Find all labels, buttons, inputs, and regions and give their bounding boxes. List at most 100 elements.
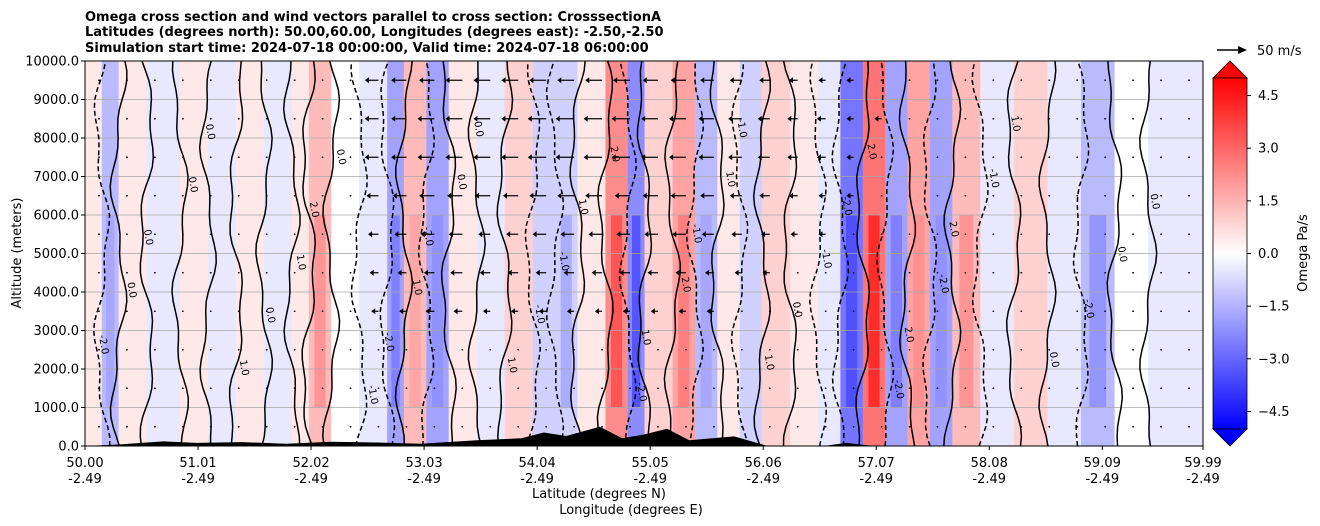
wind-vector — [1048, 271, 1051, 274]
wind-vector — [1048, 425, 1051, 428]
wind-vector-head — [705, 269, 710, 276]
wind-vector-head — [698, 154, 703, 161]
contour-line — [282, 61, 301, 446]
chart-title-line-2: Latitudes (degrees north): 50.00,60.00, … — [85, 25, 664, 40]
wind-vector — [265, 387, 268, 390]
contour-line — [417, 61, 435, 446]
wind-vector — [503, 192, 519, 199]
chart-title-line-3: Simulation start time: 2024-07-18 00:00:… — [85, 41, 649, 56]
wind-vector — [555, 154, 575, 161]
wind-vector — [527, 115, 547, 122]
y-axis: 0.0 1000.0 2000.0 3000.0 4000.0 5000.0 6000.0 7… — [25, 55, 85, 455]
wind-vector — [448, 231, 463, 238]
wind-vector — [419, 77, 435, 84]
wind-vector — [964, 233, 967, 236]
wind-vector — [1160, 233, 1162, 236]
wind-vector-head — [419, 192, 424, 199]
wind-vector — [209, 194, 212, 197]
omega-core — [105, 215, 115, 408]
wind-vector-head — [644, 231, 649, 238]
wind-vector — [698, 154, 714, 161]
wind-vector-head — [816, 154, 821, 161]
wind-vector — [181, 348, 184, 351]
wind-vector-head — [503, 192, 508, 199]
wind-vector — [644, 231, 658, 238]
wind-vector — [591, 269, 603, 276]
wind-vector — [852, 387, 855, 390]
wind-vector — [852, 310, 855, 313]
wind-vector — [1132, 387, 1135, 390]
x-tick-label-lat: 52.02 — [292, 456, 329, 471]
wind-vector — [349, 310, 352, 313]
wind-vector-head — [447, 192, 452, 199]
x-tick-label-lat: 55.05 — [632, 456, 669, 471]
wind-vector — [1048, 117, 1051, 120]
wind-vector — [447, 192, 463, 199]
wind-vector — [874, 115, 882, 122]
wind-vector — [824, 425, 827, 428]
wind-vector — [675, 269, 686, 276]
wind-vector — [417, 115, 435, 122]
wind-vector — [517, 425, 520, 428]
wind-vector — [98, 425, 100, 428]
wind-vector — [729, 192, 742, 199]
wind-vector — [1132, 271, 1135, 274]
wind-vector-head — [642, 192, 647, 199]
colorbar-label: Omega Pa/s — [1296, 214, 1311, 292]
wind-vector — [349, 271, 352, 274]
wind-vector-head — [557, 192, 562, 199]
wind-vector-head — [529, 192, 534, 199]
wind-vector — [1048, 233, 1051, 236]
wind-vector-head — [759, 77, 764, 84]
wind-vector — [1104, 194, 1107, 197]
wind-vector — [321, 425, 324, 428]
contour-label: 1.0 — [639, 329, 653, 347]
wind-vector — [349, 233, 352, 236]
wind-vector — [265, 310, 268, 313]
wind-vector-head — [734, 269, 739, 276]
wind-vector-head — [391, 77, 396, 84]
contour-line — [898, 61, 917, 446]
wind-vector — [1132, 425, 1135, 428]
x-tick-label-lon: -2.49 — [294, 472, 328, 487]
wind-vector — [1076, 425, 1079, 428]
wind-vector — [1020, 310, 1023, 313]
wind-vector — [209, 387, 212, 390]
wind-vector — [293, 348, 296, 351]
wind-vector — [601, 387, 603, 390]
wind-vector — [209, 156, 212, 159]
wind-vector-head — [420, 231, 425, 238]
plot-area: -2.0 0.0 0.0 0.0 0.0 1.0 0.0 1.0 2.0 0.0 -1.0 -2.0 1… — [85, 61, 1203, 446]
wind-vector — [349, 425, 352, 428]
wind-vector — [1076, 310, 1079, 313]
wind-vector-head — [641, 115, 646, 122]
contour-line — [971, 61, 989, 446]
wind-vector — [818, 192, 826, 199]
x-tick-label-lat: 57.07 — [858, 456, 895, 471]
wind-vector — [1132, 117, 1135, 120]
x-tick-label-lon: -2.49 — [972, 472, 1006, 487]
wind-vector — [417, 154, 435, 161]
wind-vector — [759, 77, 770, 84]
y-tick-label: 3000.0 — [34, 324, 80, 339]
wind-vector — [1104, 156, 1107, 159]
wind-vector — [992, 79, 995, 82]
wind-vector-head — [670, 192, 675, 199]
wind-vector-head — [501, 77, 506, 84]
wind-vector — [181, 233, 184, 236]
wind-vector — [1076, 271, 1079, 274]
wind-vector — [1188, 156, 1190, 159]
wind-vector — [349, 194, 352, 197]
wind-vector — [1104, 425, 1107, 428]
wind-vector-head — [818, 77, 823, 84]
contour-line — [379, 61, 396, 446]
quiver-key: 50 m/s — [1217, 44, 1302, 59]
wind-vector — [1188, 425, 1190, 428]
wind-vector — [992, 194, 995, 197]
wind-vector — [768, 348, 771, 351]
wind-vector-head — [527, 115, 532, 122]
wind-vector — [964, 348, 967, 351]
wind-vector — [757, 115, 770, 122]
wind-vector — [517, 387, 520, 390]
contour-label: 2.0 — [608, 146, 622, 164]
